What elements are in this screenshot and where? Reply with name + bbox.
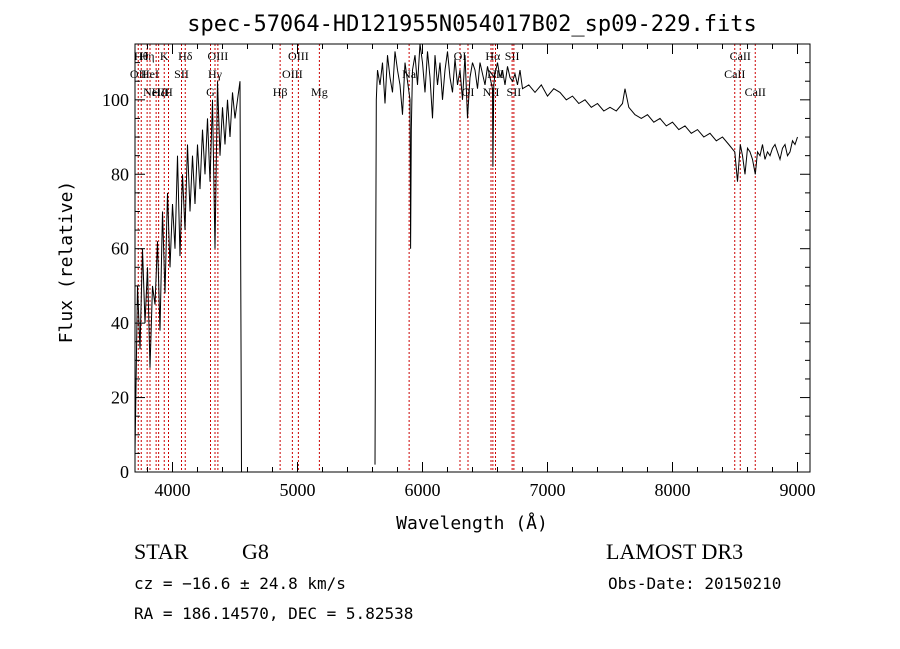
y-tick-label: 0 bbox=[120, 462, 129, 482]
spectral-line-label: K bbox=[160, 49, 169, 63]
object-class: STAR bbox=[134, 539, 189, 564]
x-tick-label: 6000 bbox=[405, 480, 441, 500]
spectral-line-label: OII bbox=[130, 67, 147, 81]
spectral-line-label: Hη bbox=[140, 49, 155, 63]
spectral-line-label: HeI bbox=[141, 67, 159, 81]
spectral-line-label: SII bbox=[174, 67, 189, 81]
redshift-value: cz = −16.6 ± 24.8 km/s bbox=[134, 574, 346, 593]
flux-segment-1 bbox=[374, 43, 798, 465]
coordinates: RA = 186.14570, DEC = 5.82538 bbox=[134, 604, 414, 623]
x-axis-label: Wavelength (Å) bbox=[396, 512, 548, 534]
flux-segment-0 bbox=[134, 81, 242, 473]
spectral-line-label: Hδ bbox=[178, 49, 193, 63]
spectral-line-label: SII bbox=[507, 85, 522, 99]
y-tick-label: 20 bbox=[111, 388, 129, 408]
spectral-line-label: Hθ bbox=[134, 49, 149, 63]
spectral-line-label: Hα bbox=[485, 49, 501, 63]
spectral-line-label: Hγ bbox=[208, 67, 223, 81]
spectral-line-label: H bbox=[164, 85, 173, 99]
chart-title: spec-57064-HD121955N054017B02_sp09-229.f… bbox=[187, 12, 757, 37]
axis-ticks: 4000 5000 6000 7000 8000 9000 0 20 40 60 80 100 bbox=[102, 44, 816, 500]
spectral-line-label: NII bbox=[483, 85, 500, 99]
spectral-line-label: OIII bbox=[208, 49, 229, 63]
spectral-line-label: CaII bbox=[745, 85, 766, 99]
spectral-line-markers: OIIHθHηHeINeIIIHζKHSIIHδGHγOIIIHβOIIIOII… bbox=[130, 44, 766, 472]
spectral-line-label: Mg bbox=[311, 85, 328, 99]
y-tick-label: 40 bbox=[111, 313, 129, 333]
spectral-line-label: CaII bbox=[724, 67, 745, 81]
y-tick-label: 100 bbox=[102, 90, 129, 110]
spectral-line-label: Hζ bbox=[152, 85, 166, 99]
y-tick-label: 60 bbox=[111, 239, 129, 259]
object-subclass: G8 bbox=[242, 539, 269, 564]
spectral-line-label: CaII bbox=[730, 49, 751, 63]
y-tick-label: 80 bbox=[111, 164, 129, 184]
y-axis-label: Flux (relative) bbox=[56, 181, 77, 344]
x-tick-label: 7000 bbox=[530, 480, 566, 500]
spectral-line-label: OI bbox=[462, 85, 475, 99]
spectral-line-label: OI bbox=[454, 49, 467, 63]
x-tick-label: 4000 bbox=[155, 480, 191, 500]
spectral-line-label: OIII bbox=[282, 67, 303, 81]
obs-date: Obs-Date: 20150210 bbox=[608, 574, 782, 593]
x-tick-label: 5000 bbox=[280, 480, 316, 500]
spectral-line-label: SII bbox=[505, 49, 520, 63]
spectral-line-label: OIII bbox=[288, 49, 309, 63]
flux-series bbox=[134, 43, 798, 473]
survey-name: LAMOST DR3 bbox=[606, 539, 744, 564]
x-tick-label: 8000 bbox=[655, 480, 691, 500]
spectral-line-label: Hβ bbox=[273, 85, 288, 99]
spectral-line-label: NeIII bbox=[143, 85, 169, 99]
spectral-line-label: G bbox=[206, 85, 215, 99]
x-tick-label: 9000 bbox=[780, 480, 816, 500]
